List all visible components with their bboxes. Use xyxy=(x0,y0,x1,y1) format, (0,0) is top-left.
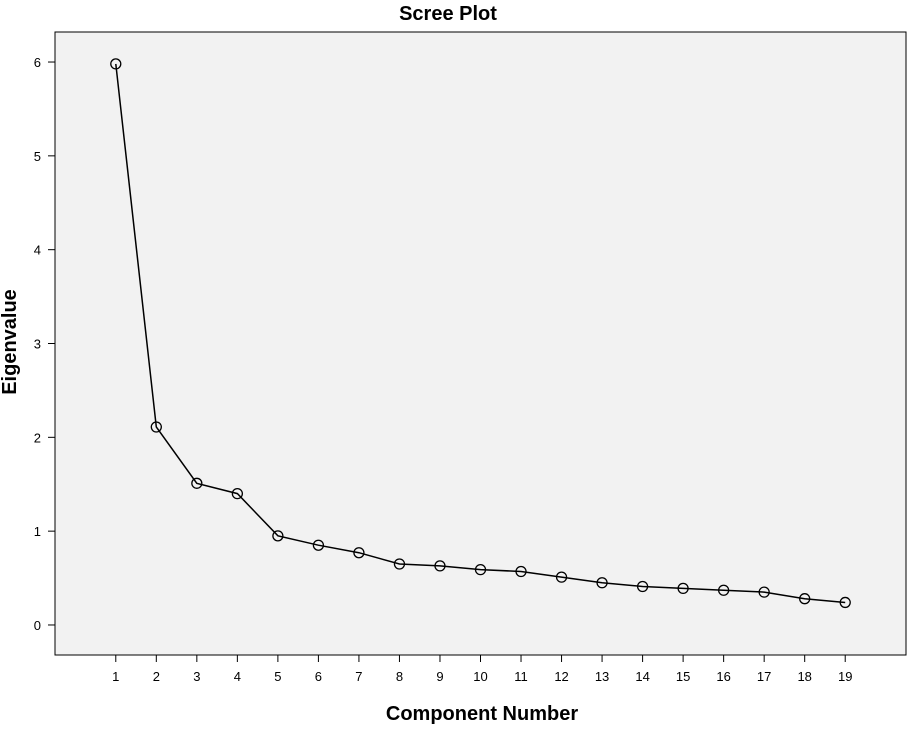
data-point xyxy=(272,530,284,542)
data-point xyxy=(393,558,406,570)
x-tick-label: 2 xyxy=(153,669,160,684)
y-tick-label: 2 xyxy=(34,430,41,445)
x-tick-label: 7 xyxy=(355,669,362,684)
data-point xyxy=(150,421,162,433)
data-point xyxy=(515,565,527,578)
data-point xyxy=(434,560,446,572)
data-point xyxy=(353,547,365,559)
data-point xyxy=(312,539,325,551)
x-tick-label: 6 xyxy=(315,669,322,684)
chart-title: Scree Plot xyxy=(399,3,497,25)
data-points xyxy=(110,58,851,609)
y-tick-label: 6 xyxy=(34,55,41,70)
data-point xyxy=(110,58,122,70)
x-axis-label: Component Number xyxy=(386,703,578,725)
x-tick-label: 12 xyxy=(554,669,568,684)
x-tick-label: 11 xyxy=(514,669,528,684)
y-tick-label: 5 xyxy=(34,149,41,164)
x-tick-label: 10 xyxy=(473,669,487,684)
x-tick-label: 19 xyxy=(838,669,852,684)
y-tick-label: 0 xyxy=(34,618,41,633)
data-point xyxy=(717,584,730,596)
x-tick-label: 5 xyxy=(274,669,281,684)
data-point xyxy=(555,571,568,583)
data-point xyxy=(799,593,811,605)
data-point xyxy=(758,586,770,598)
x-tick-label: 13 xyxy=(595,669,609,684)
plot-area xyxy=(54,31,907,656)
y-axis-label: Eigenvalue xyxy=(0,289,21,395)
x-axis-ticks: 1 2 3 4 5 6 7 8 9 10 11 12 13 14 15 16 17 18 19 xyxy=(112,655,852,684)
y-tick-label: 3 xyxy=(34,337,41,352)
x-tick-label: 17 xyxy=(757,669,771,684)
data-point xyxy=(596,577,608,589)
data-point xyxy=(191,477,203,489)
data-point xyxy=(636,580,649,593)
x-tick-label: 14 xyxy=(635,669,649,684)
y-tick-label: 4 xyxy=(34,243,41,258)
y-tick-label: 1 xyxy=(34,524,41,539)
data-point xyxy=(474,563,487,576)
x-tick-label: 3 xyxy=(193,669,200,684)
y-axis-ticks: 0 1 2 3 4 5 6 xyxy=(34,55,55,633)
x-tick-label: 8 xyxy=(396,669,403,684)
x-tick-label: 16 xyxy=(716,669,730,684)
x-tick-label: 15 xyxy=(676,669,690,684)
data-point xyxy=(839,596,851,609)
data-point xyxy=(231,487,244,500)
x-tick-label: 18 xyxy=(797,669,811,684)
series-line xyxy=(115,63,846,604)
x-tick-label: 4 xyxy=(234,669,241,684)
data-point xyxy=(677,582,689,595)
x-tick-label: 9 xyxy=(436,669,443,684)
x-tick-label: 1 xyxy=(112,669,119,684)
